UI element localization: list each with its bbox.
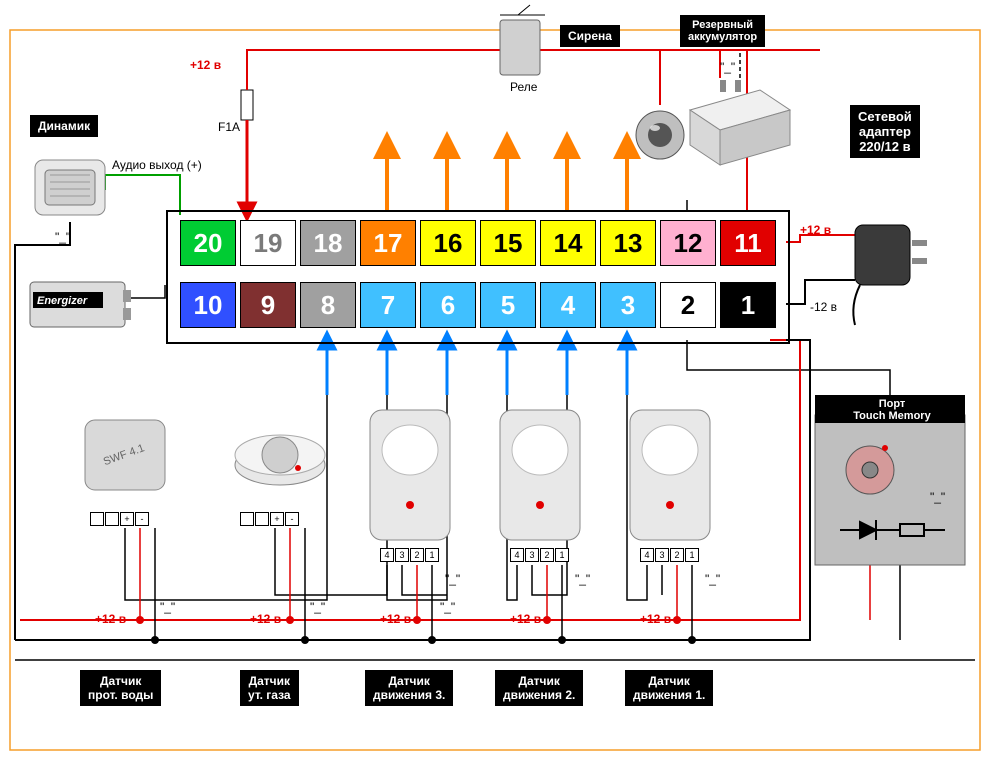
terminal-2: 2 xyxy=(660,282,716,328)
gnd-backup: "_" xyxy=(720,60,735,74)
terminal-18: 18 xyxy=(300,220,356,266)
wiring-layer: Energizer xyxy=(0,0,991,761)
gnd-tm: "_" xyxy=(930,490,945,504)
plus12-b3: +12 в xyxy=(380,612,411,626)
terminal-6: 6 xyxy=(420,282,476,328)
plus12-top: +12 в xyxy=(190,58,221,72)
pin-water-2: + xyxy=(120,512,134,526)
terminal-10: 10 xyxy=(180,282,236,328)
terminal-9: 9 xyxy=(240,282,296,328)
terminal-8: 8 xyxy=(300,282,356,328)
pin-water-3: - xyxy=(135,512,149,526)
backup-battery-label: Резервный аккумулятор xyxy=(680,15,765,47)
gnd-b5: "_" xyxy=(705,572,720,586)
power-adapter-label: Сетевой адаптер 220/12 в xyxy=(850,105,920,158)
sensor-motion3-label: Датчик движения 3. xyxy=(365,670,453,706)
gnd-b2: "_" xyxy=(310,600,325,614)
terminal-12: 12 xyxy=(660,220,716,266)
speaker-label: Динамик xyxy=(30,115,98,137)
gnd-b1: "_" xyxy=(160,600,175,614)
pin-water-1 xyxy=(105,512,119,526)
terminal-20: 20 xyxy=(180,220,236,266)
sensor-motion2-label: Датчик движения 2. xyxy=(495,670,583,706)
audio-out-label: Аудио выход (+) xyxy=(112,158,202,172)
pin-pir2-3: 1 xyxy=(555,548,569,562)
relay-label: Реле xyxy=(510,80,537,94)
pin-water-0 xyxy=(90,512,104,526)
gnd-b3b: "_" xyxy=(445,572,460,586)
pin-pir2-2: 2 xyxy=(540,548,554,562)
pin-pir3-1: 3 xyxy=(395,548,409,562)
terminal-15: 15 xyxy=(480,220,536,266)
terminal-11: 11 xyxy=(720,220,776,266)
pin-pir3-3: 1 xyxy=(425,548,439,562)
plus12-b5: +12 в xyxy=(640,612,671,626)
plus12-b1: +12 в xyxy=(95,612,126,626)
pin-gas-1 xyxy=(255,512,269,526)
pin-pir3-2: 2 xyxy=(410,548,424,562)
fuse-label: F1A xyxy=(218,120,240,134)
siren-label: Сирена xyxy=(560,25,620,47)
gnd-speaker: "_" xyxy=(55,230,70,244)
tm-port-label: Порт Touch Memory xyxy=(832,398,952,422)
diagram-stage: Energizer xyxy=(0,0,991,761)
terminal-19: 19 xyxy=(240,220,296,266)
sensor-water-label: Датчик прот. воды xyxy=(80,670,161,706)
svg-text:Energizer: Energizer xyxy=(37,295,88,307)
terminal-13: 13 xyxy=(600,220,656,266)
gnd-b3: "_" xyxy=(440,600,455,614)
pin-pir1-3: 1 xyxy=(685,548,699,562)
terminal-16: 16 xyxy=(420,220,476,266)
pin-gas-2: + xyxy=(270,512,284,526)
pin-pir1-1: 3 xyxy=(655,548,669,562)
pin-pir1-0: 4 xyxy=(640,548,654,562)
sensor-gas-label: Датчик ут. газа xyxy=(240,670,299,706)
plus12-b2: +12 в xyxy=(250,612,281,626)
svg-text:SWF 4.1: SWF 4.1 xyxy=(102,442,146,468)
terminal-14: 14 xyxy=(540,220,596,266)
minus12-right: -12 в xyxy=(810,300,837,314)
pin-pir2-0: 4 xyxy=(510,548,524,562)
gnd-b4: "_" xyxy=(575,572,590,586)
terminal-5: 5 xyxy=(480,282,536,328)
plus12-right: +12 в xyxy=(800,223,831,237)
pin-gas-3: - xyxy=(285,512,299,526)
terminal-7: 7 xyxy=(360,282,416,328)
terminal-4: 4 xyxy=(540,282,596,328)
pin-pir2-1: 3 xyxy=(525,548,539,562)
sensor-motion1-label: Датчик движения 1. xyxy=(625,670,713,706)
pin-pir1-2: 2 xyxy=(670,548,684,562)
terminal-3: 3 xyxy=(600,282,656,328)
terminal-1: 1 xyxy=(720,282,776,328)
pin-gas-0 xyxy=(240,512,254,526)
pin-pir3-0: 4 xyxy=(380,548,394,562)
plus12-b4: +12 в xyxy=(510,612,541,626)
terminal-17: 17 xyxy=(360,220,416,266)
